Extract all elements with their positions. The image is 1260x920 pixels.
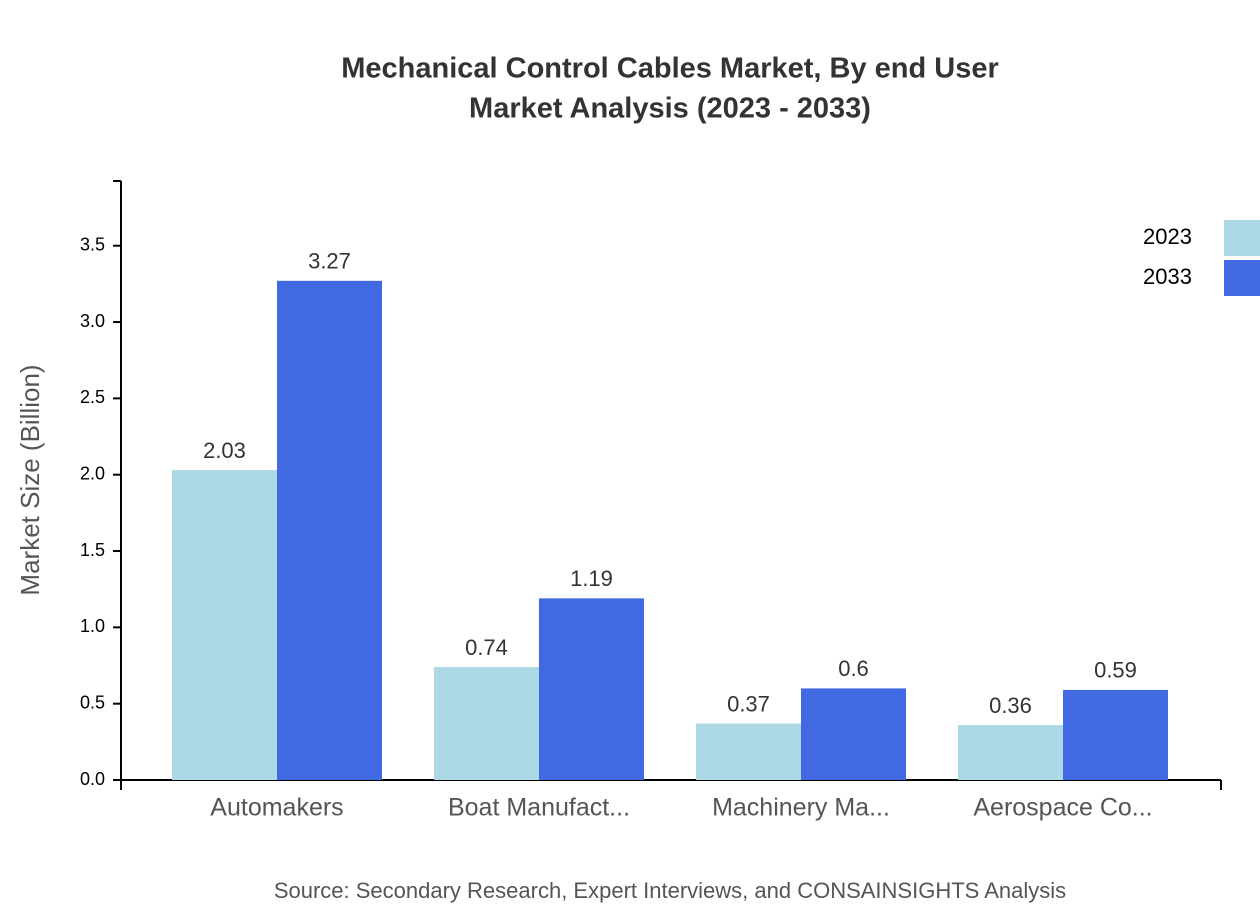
y-tick-label: 0.5 xyxy=(80,692,105,712)
x-tick-label: Aerospace Co... xyxy=(973,794,1152,822)
bar xyxy=(539,598,644,780)
bar xyxy=(1063,689,1168,780)
y-tick-label: 1.0 xyxy=(80,616,105,636)
value-label: 0.74 xyxy=(465,635,508,660)
y-tick-label: 3.0 xyxy=(80,311,105,331)
bar xyxy=(958,725,1063,780)
value-label: 1.19 xyxy=(570,566,613,591)
y-tick-label: 0.0 xyxy=(80,769,105,789)
bar xyxy=(801,688,906,780)
legend-label: 2033 xyxy=(1143,264,1192,289)
y-tick-label: 2.0 xyxy=(80,463,105,483)
chart-title: Mechanical Control Cables Market, By end… xyxy=(341,53,999,85)
bar xyxy=(277,280,382,780)
legend-swatch xyxy=(1224,260,1260,296)
x-tick-label: Automakers xyxy=(210,794,343,822)
bar xyxy=(434,667,539,780)
value-label: 0.36 xyxy=(989,693,1032,718)
legend-swatch xyxy=(1224,220,1260,256)
value-label: 0.59 xyxy=(1094,658,1137,683)
value-label: 0.37 xyxy=(727,691,770,716)
y-tick-label: 1.5 xyxy=(80,540,105,560)
x-tick-label: Boat Manufact... xyxy=(448,794,630,822)
source-note: Source: Secondary Research, Expert Inter… xyxy=(274,878,1066,903)
value-label: 2.03 xyxy=(203,438,246,463)
x-tick-label: Machinery Ma... xyxy=(712,794,890,822)
chart-subtitle: Market Analysis (2023 - 2033) xyxy=(469,93,871,125)
legend-label: 2023 xyxy=(1143,224,1192,249)
value-label: 0.6 xyxy=(838,656,869,681)
bar xyxy=(696,723,801,780)
y-axis-label: Market Size (Billion) xyxy=(15,364,45,595)
y-tick-label: 3.5 xyxy=(80,234,105,254)
bar xyxy=(172,470,277,780)
value-label: 3.27 xyxy=(308,249,351,274)
y-tick-label: 2.5 xyxy=(80,387,105,407)
